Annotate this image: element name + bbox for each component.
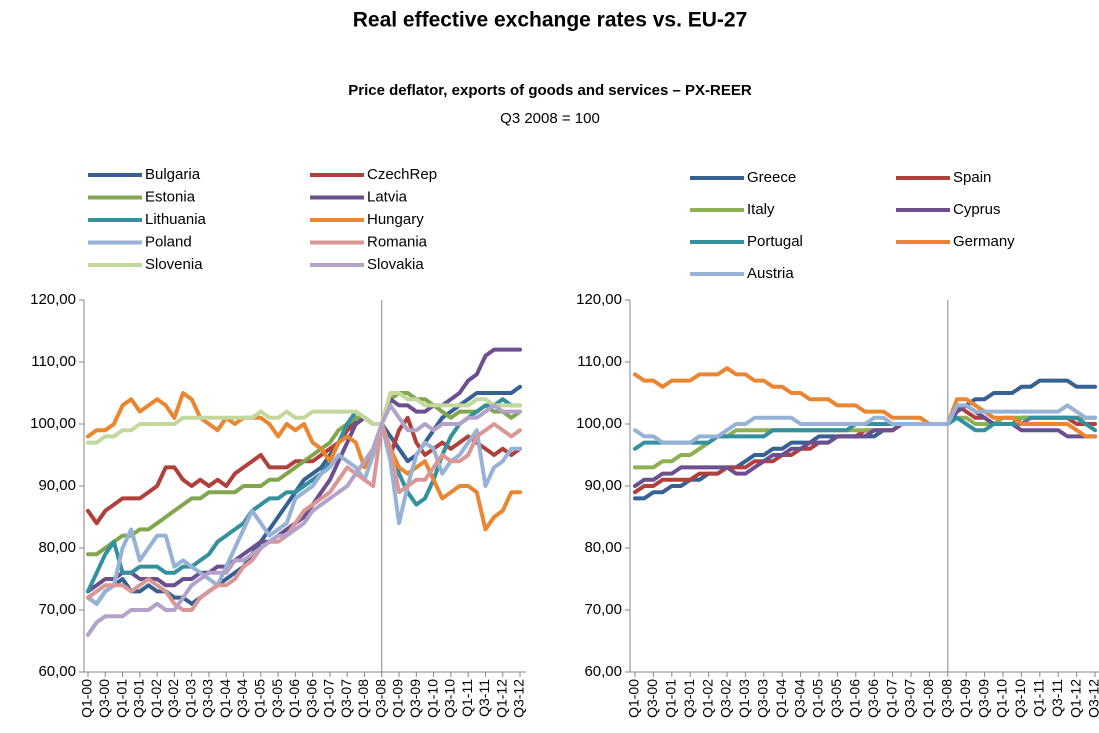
x-tick-label: Q3-03 xyxy=(755,679,771,718)
legend-label: Spain xyxy=(953,169,991,186)
x-tick-label: Q3-09 xyxy=(975,679,991,718)
x-tick-label: Q3-01 xyxy=(131,679,147,718)
series-line xyxy=(633,366,1097,439)
legend-label: Lithuania xyxy=(145,211,207,228)
legend-label: CzechRep xyxy=(367,166,437,183)
series-line xyxy=(86,422,522,606)
x-tick-label: Q1-11 xyxy=(1031,679,1047,717)
x-tick-label: Q3-05 xyxy=(269,679,285,718)
x-tick-label: Q3-06 xyxy=(865,679,881,718)
series-line xyxy=(86,391,522,532)
x-tick-label: Q3-03 xyxy=(200,679,216,718)
x-tick-label: Q3-00 xyxy=(644,679,660,718)
y-tick-label: 60,00 xyxy=(584,663,622,680)
y-tick-label: 110,00 xyxy=(577,353,622,370)
x-tick-label: Q1-01 xyxy=(113,679,129,718)
legend-label: Romania xyxy=(367,233,428,250)
legend-label: Portugal xyxy=(747,233,803,250)
x-tick-label: Q3-12 xyxy=(1086,679,1099,718)
legend-label: Italy xyxy=(747,201,775,218)
subtitle: Price deflator, exports of goods and ser… xyxy=(348,82,752,99)
series-line xyxy=(633,403,1097,488)
series-line xyxy=(86,403,522,637)
x-tick-label: Q1-04 xyxy=(217,679,233,718)
x-tick-label: Q1-04 xyxy=(773,679,789,718)
x-tick-label: Q1-06 xyxy=(847,679,863,718)
x-tick-label: Q3-02 xyxy=(165,679,181,718)
x-tick-label: Q1-09 xyxy=(957,679,973,718)
y-tick-label: 60,00 xyxy=(38,663,76,680)
legend-label: Greece xyxy=(747,169,796,186)
series-line xyxy=(86,422,522,612)
series-line xyxy=(86,391,522,557)
x-tick-label: Q3-09 xyxy=(407,679,423,718)
y-tick-label: 120,00 xyxy=(30,291,76,308)
x-tick-label: Q3-07 xyxy=(338,679,354,718)
x-tick-label: Q1-03 xyxy=(736,679,752,718)
x-tick-label: Q1-10 xyxy=(994,679,1010,718)
x-tick-label: Q1-07 xyxy=(321,679,337,718)
series-line xyxy=(86,397,522,594)
y-tick-label: 80,00 xyxy=(38,539,76,556)
x-tick-label: Q3-11 xyxy=(1049,679,1065,717)
y-tick-label: 100,00 xyxy=(30,415,76,432)
y-tick-label: 70,00 xyxy=(38,601,76,618)
x-tick-label: Q3-07 xyxy=(902,679,918,718)
y-tick-label: 70,00 xyxy=(584,601,622,618)
legend-label: Poland xyxy=(145,233,192,250)
x-tick-label: Q1-10 xyxy=(424,679,440,718)
x-tick-label: Q3-11 xyxy=(476,679,492,717)
y-tick-label: 100,00 xyxy=(576,415,622,432)
legend-label: Latvia xyxy=(367,188,408,205)
x-tick-label: Q3-12 xyxy=(511,679,527,718)
x-tick-label: Q3-05 xyxy=(828,679,844,718)
x-tick-label: Q3-10 xyxy=(442,679,458,718)
title: Real effective exchange rates vs. EU-27 xyxy=(353,9,748,32)
x-tick-label: Q3-02 xyxy=(718,679,734,718)
x-tick-label: Q1-07 xyxy=(883,679,899,718)
x-tick-label: Q1-00 xyxy=(626,679,642,718)
x-tick-label: Q3-08 xyxy=(939,679,955,718)
legend-label: Estonia xyxy=(145,188,196,205)
y-tick-label: 80,00 xyxy=(584,539,622,556)
legend-label: Germany xyxy=(953,233,1015,250)
y-tick-label: 90,00 xyxy=(38,477,76,494)
legend-label: Slovenia xyxy=(145,256,203,273)
x-tick-label: Q1-05 xyxy=(810,679,826,718)
x-tick-label: Q3-08 xyxy=(372,679,388,718)
x-tick-label: Q1-12 xyxy=(493,679,509,718)
series-line xyxy=(86,391,522,445)
x-tick-label: Q1-03 xyxy=(182,679,198,718)
x-tick-label: Q1-11 xyxy=(459,679,475,717)
x-tick-label: Q1-01 xyxy=(663,679,679,718)
x-tick-label: Q1-00 xyxy=(79,679,95,718)
series-line xyxy=(633,403,1097,445)
x-tick-label: Q1-12 xyxy=(1067,679,1083,718)
x-tick-label: Q3-04 xyxy=(234,679,250,718)
legend-label: Bulgaria xyxy=(145,166,201,183)
legend-label: Cyprus xyxy=(953,201,1001,218)
series-line xyxy=(633,378,1097,501)
y-tick-label: 110,00 xyxy=(31,353,76,370)
legend-label: Slovakia xyxy=(367,256,424,273)
x-tick-label: Q3-06 xyxy=(303,679,319,718)
x-tick-label: Q1-02 xyxy=(699,679,715,718)
y-tick-label: 120,00 xyxy=(576,291,622,308)
note: Q3 2008 = 100 xyxy=(500,110,600,127)
x-tick-label: Q1-09 xyxy=(390,679,406,718)
legend-label: Hungary xyxy=(367,211,424,228)
x-tick-label: Q1-02 xyxy=(148,679,164,718)
x-tick-label: Q1-05 xyxy=(252,679,268,718)
x-tick-label: Q3-04 xyxy=(791,679,807,718)
y-tick-label: 90,00 xyxy=(584,477,622,494)
series-line xyxy=(86,347,522,594)
legend-label: Austria xyxy=(747,265,794,282)
x-tick-label: Q3-01 xyxy=(681,679,697,718)
x-tick-label: Q1-06 xyxy=(286,679,302,718)
x-tick-label: Q3-00 xyxy=(96,679,112,718)
x-tick-label: Q1-08 xyxy=(920,679,936,718)
x-tick-label: Q1-08 xyxy=(355,679,371,718)
x-tick-label: Q3-10 xyxy=(1012,679,1028,718)
